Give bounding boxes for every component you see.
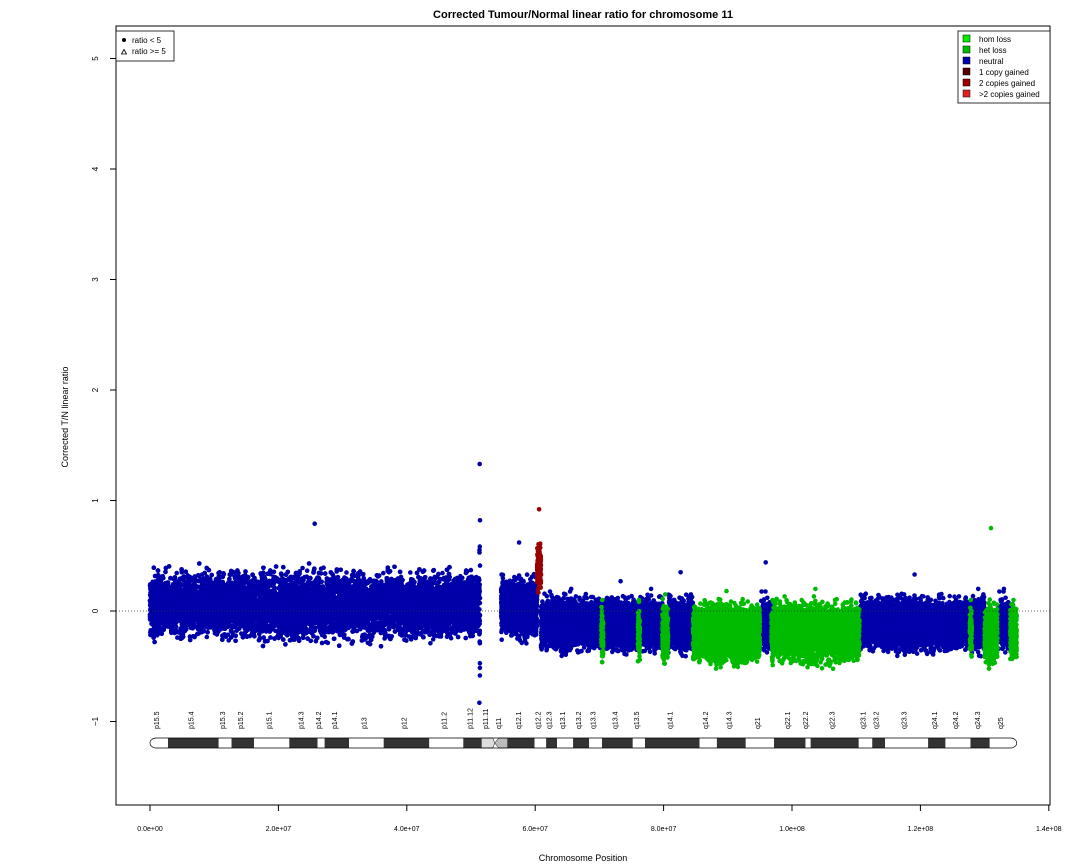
data-point (304, 568, 310, 573)
data-point (448, 635, 454, 641)
data-point (174, 570, 179, 576)
data-points-layer (147, 461, 1019, 706)
data-point (444, 634, 450, 640)
series-neutral (147, 461, 1013, 706)
data-point (187, 634, 193, 639)
data-point (428, 640, 433, 646)
data-point (430, 637, 436, 642)
data-point (300, 565, 305, 571)
data-point (325, 640, 331, 646)
chart-title: Corrected Tumour/Normal linear ratio for… (433, 9, 733, 21)
data-point (381, 570, 386, 576)
data-point (318, 566, 324, 571)
data-point (204, 634, 210, 640)
data-point (440, 570, 445, 576)
y-axis-label: Corrected T/N linear ratio (60, 367, 70, 468)
x-axis-label: Chromosome Position (539, 853, 628, 863)
data-point (344, 570, 349, 575)
data-point (408, 570, 413, 575)
plot-frame (115, 25, 1051, 806)
